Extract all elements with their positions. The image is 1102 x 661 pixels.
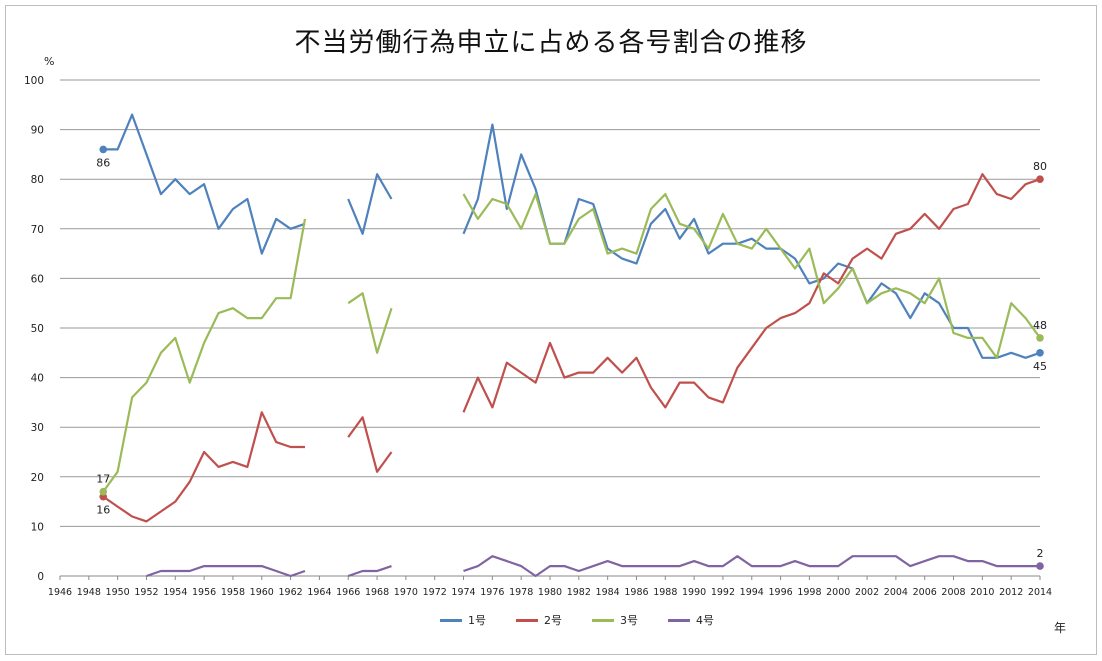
series-line-3 — [347, 292, 393, 354]
x-tick-label: 1966 — [336, 587, 360, 598]
x-tick-label: 1982 — [567, 587, 591, 598]
series-line-2 — [347, 416, 393, 473]
legend-swatch — [592, 618, 614, 622]
series-line-1 — [103, 113, 306, 255]
x-tick-label: 1960 — [250, 587, 274, 598]
series-line-4 — [347, 565, 392, 578]
legend-swatch — [516, 618, 538, 622]
chart-title: 不当労働行為申立に占める各号割合の推移 — [294, 28, 808, 58]
series-line-3 — [102, 218, 307, 493]
x-tick-label: 2006 — [913, 587, 937, 598]
series-line-2 — [462, 173, 1041, 413]
y-tick-label: 100 — [24, 75, 44, 87]
x-tick-label: 1974 — [451, 587, 475, 598]
x-tick-label: 1954 — [163, 587, 187, 598]
y-axis-unit: % — [44, 55, 55, 68]
y-tick-label: 20 — [31, 472, 44, 484]
y-tick-label: 0 — [37, 571, 44, 583]
chart-frame — [5, 5, 1097, 655]
legend-label: 2号 — [544, 614, 562, 627]
x-tick-label: 2012 — [999, 587, 1023, 598]
y-tick-labels: 0 10 20 30 40 50 60 70 80 90 100 — [24, 75, 44, 583]
legend-item: 1号 — [440, 612, 486, 628]
legend-item: 4号 — [668, 612, 714, 628]
x-tick-label: 1988 — [653, 587, 677, 598]
series-lines — [102, 113, 1041, 578]
data-label: 17 — [96, 473, 110, 486]
x-tick-label: 1952 — [134, 587, 158, 598]
endpoint-marker — [99, 487, 108, 496]
x-tick-label: 2010 — [970, 587, 994, 598]
endpoint-marker — [1036, 334, 1044, 342]
endpoint-marker — [1036, 349, 1044, 357]
series-line-4 — [463, 555, 1040, 578]
x-tick-label: 1996 — [768, 587, 792, 598]
legend-label: 1号 — [468, 614, 486, 627]
x-tick-label: 1946 — [48, 587, 72, 598]
x-tick-label: 1980 — [538, 587, 562, 598]
x-tick-label: 2002 — [855, 587, 879, 598]
x-tick-label: 1984 — [596, 587, 620, 598]
x-tick-label: 1972 — [423, 587, 447, 598]
legend-swatch — [440, 618, 462, 622]
endpoint-marker — [1036, 562, 1044, 570]
y-tick-label: 60 — [31, 273, 44, 285]
x-tick-label: 1986 — [624, 587, 648, 598]
x-tick-label: 2014 — [1028, 587, 1052, 598]
x-tick-label: 1978 — [509, 587, 533, 598]
y-tick-label: 80 — [31, 174, 44, 186]
data-label: 48 — [1033, 319, 1047, 332]
y-tick-label: 70 — [31, 224, 44, 236]
endpoint-marker — [99, 145, 108, 154]
gridlines — [59, 79, 1041, 580]
y-tick-label: 30 — [31, 422, 44, 434]
x-tick-label: 1956 — [192, 587, 216, 598]
x-tick-label: 1998 — [797, 587, 821, 598]
series-line-2 — [102, 411, 305, 523]
legend-swatch — [668, 618, 690, 622]
data-label: 80 — [1033, 160, 1047, 173]
y-tick-label: 90 — [31, 125, 44, 137]
x-axis-unit: 年 — [1054, 621, 1067, 635]
x-tick-label: 1948 — [77, 587, 101, 598]
x-tick-label: 1990 — [682, 587, 706, 598]
series-line-3 — [462, 193, 1041, 359]
x-tick-label: 1992 — [711, 587, 735, 598]
x-tick-label: 2008 — [941, 587, 965, 598]
legend: 1号 2号 3号 4号 — [440, 612, 714, 628]
x-tick-label: 1994 — [740, 587, 764, 598]
x-tick-label: 2000 — [826, 587, 850, 598]
x-tick-label: 1968 — [365, 587, 389, 598]
legend-label: 3号 — [620, 614, 638, 627]
series-line-1 — [347, 173, 393, 235]
data-label: 2 — [1037, 547, 1044, 560]
x-tick-label: 1976 — [480, 587, 504, 598]
legend-item: 3号 — [592, 612, 638, 628]
x-tick-labels: 1946 1948 1950 1952 1954 1956 1958 1960 1962 1964… — [48, 587, 1052, 598]
series-line-4 — [146, 565, 306, 578]
y-tick-label: 10 — [31, 521, 44, 533]
x-tick-label: 1962 — [278, 587, 302, 598]
endpoint-markers — [99, 145, 1044, 570]
data-label: 16 — [96, 504, 110, 517]
y-tick-label: 50 — [31, 323, 44, 335]
x-tick-label: 2004 — [884, 587, 908, 598]
data-label: 86 — [96, 156, 110, 169]
x-tick-label: 1958 — [221, 587, 245, 598]
data-label: 45 — [1033, 360, 1047, 373]
x-tick-label: 1964 — [307, 587, 331, 598]
legend-label: 4号 — [696, 614, 714, 627]
legend-item: 2号 — [516, 612, 562, 628]
x-tick-label: 1950 — [106, 587, 130, 598]
endpoint-marker — [1036, 175, 1044, 183]
y-tick-label: 40 — [31, 373, 44, 385]
x-tick-label: 1970 — [394, 587, 418, 598]
data-labels: 86 16 17 45 80 48 2 — [96, 156, 1047, 560]
